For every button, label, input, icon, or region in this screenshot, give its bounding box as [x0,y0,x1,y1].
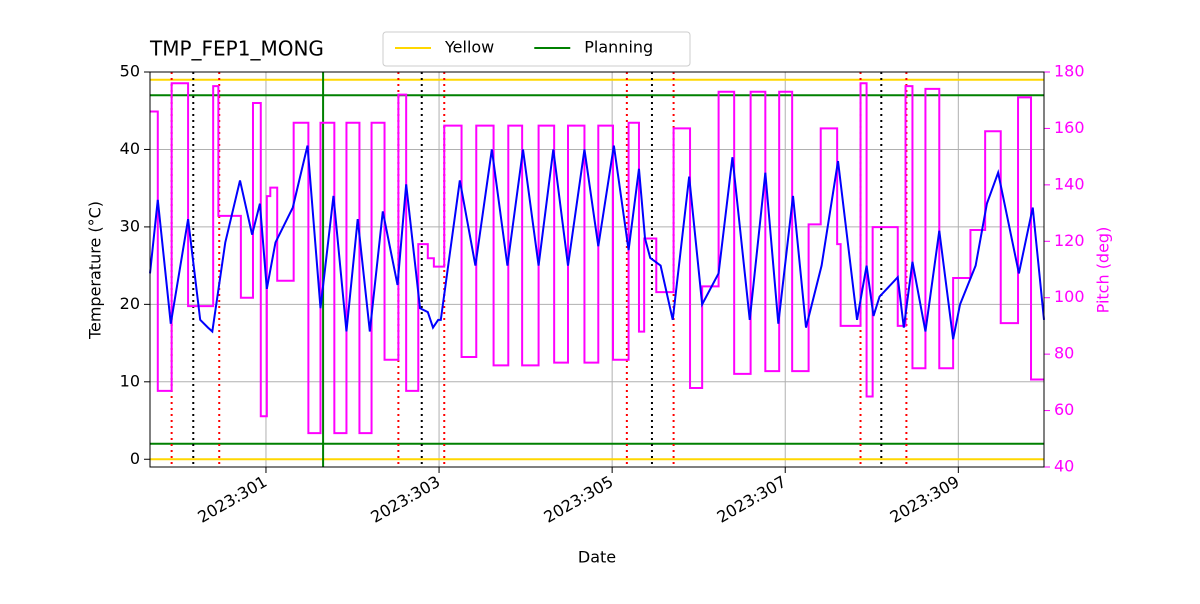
y-tick-label: 0 [130,449,140,468]
x-tick-label: 2023:309 [887,472,963,527]
legend-label: Yellow [444,38,494,57]
chart-title: TMP_FEP1_MONG [149,37,324,61]
y-tick-label: 20 [120,294,140,313]
data-line [150,82,1044,435]
x-tick-label: 2023:307 [714,472,790,527]
y2-tick-label: 80 [1054,344,1074,363]
y2-tick-label: 60 [1054,400,1074,419]
y2-axis-label: Pitch (deg) [1094,227,1113,314]
plot-frame [149,71,1045,468]
y2-tick-label: 40 [1054,457,1074,476]
y-tick-label: 10 [120,371,140,390]
y2-tick-label: 100 [1054,287,1085,306]
y-axis-label: Temperature (°C) [86,201,105,340]
y2-tick-label: 120 [1054,231,1085,250]
legend-label: Planning [584,38,653,57]
y-tick-label: 50 [120,62,140,81]
x-tick-label: 2023:301 [194,472,270,527]
y2-tick-label: 160 [1054,118,1085,137]
x-tick-label: 2023:303 [367,472,443,527]
data-line [149,145,1045,340]
x-tick-label: 2023:305 [541,472,617,527]
y-tick-label: 40 [120,139,140,158]
legend: Yellow Planning [382,31,691,67]
y-tick-label: 30 [120,216,140,235]
y2-tick-label: 140 [1054,174,1085,193]
x-axis-label: Date [578,548,616,567]
y2-tick-label: 180 [1054,62,1085,81]
